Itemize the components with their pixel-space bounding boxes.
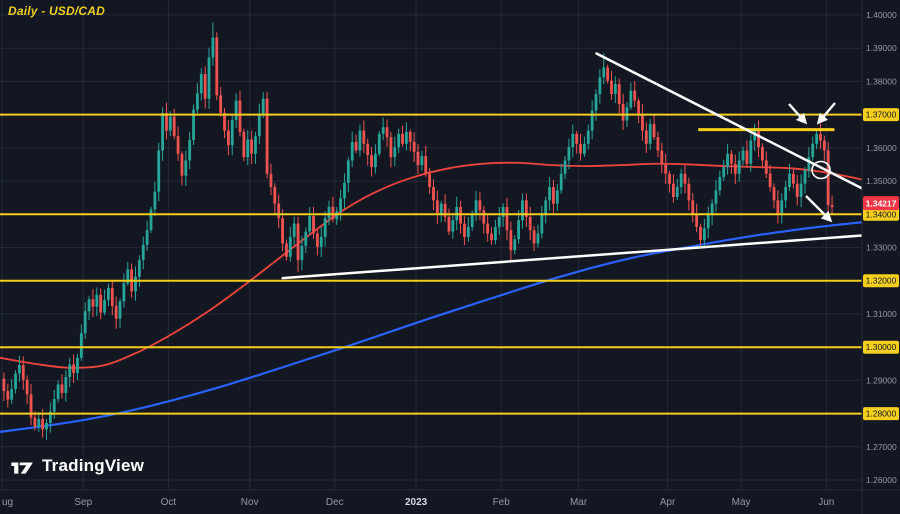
axis-price-label: 1.29000 bbox=[866, 375, 897, 385]
axis-price-label: 1.40000 bbox=[866, 10, 897, 20]
axis-price-label: 1.36000 bbox=[866, 143, 897, 153]
candles-layer bbox=[2, 22, 834, 440]
ascending-trendline[interactable] bbox=[281, 234, 864, 280]
level-price-badge bbox=[863, 274, 899, 288]
axis-price-label: 1.28000 bbox=[866, 409, 897, 419]
price-axis[interactable]: 1.40000 1.39000 1.38000 1.37000 1.36000 1.350… bbox=[863, 10, 899, 485]
breakout-circle-annotation[interactable] bbox=[811, 160, 831, 180]
axis-time-label: Nov bbox=[241, 497, 259, 508]
time-axis-bg bbox=[0, 490, 900, 514]
axis-time-label: Apr bbox=[660, 497, 676, 508]
axis-price-label: 1.38000 bbox=[866, 76, 897, 86]
level-price-badge bbox=[863, 407, 899, 421]
axis-price-label: 1.30000 bbox=[866, 342, 897, 352]
tradingview-logo-icon bbox=[11, 462, 33, 474]
axis-time-label: Sep bbox=[74, 497, 92, 508]
tradingview-brand-text: TradingView bbox=[42, 456, 145, 475]
level-price-badge bbox=[863, 340, 899, 354]
axis-price-label: 1.39000 bbox=[866, 43, 897, 53]
axis-price-label: 1.26000 bbox=[866, 475, 897, 485]
axis-time-label: May bbox=[732, 497, 751, 508]
chart-title-note: Daily - USD/CAD bbox=[8, 4, 106, 18]
axis-time-label: Feb bbox=[493, 497, 511, 508]
tradingview-watermark: TradingView bbox=[10, 456, 144, 476]
annotations-layer[interactable] bbox=[788, 102, 836, 223]
arrow-annotation[interactable] bbox=[816, 102, 836, 125]
ma-blue-line bbox=[0, 221, 864, 433]
axis-price-label: 1.34000 bbox=[866, 209, 897, 219]
axis-time-label: 2023 bbox=[405, 497, 428, 508]
descending-trendline[interactable] bbox=[595, 52, 864, 190]
current-price-badge bbox=[863, 196, 899, 211]
ma-red-line bbox=[0, 161, 863, 369]
axis-price-label: 1.37000 bbox=[866, 110, 897, 120]
time-axis[interactable]: ug Sep Oct Nov Dec 2023 Feb Mar Apr May Jun bbox=[2, 497, 834, 508]
axis-time-label: Oct bbox=[161, 497, 177, 508]
current-price-label: 1.34217 bbox=[866, 199, 897, 209]
axis-price-label: 1.27000 bbox=[866, 442, 897, 452]
axis-time-label: Jun bbox=[818, 497, 834, 508]
axis-time-label: Mar bbox=[570, 497, 588, 508]
axis-time-label: ug bbox=[2, 497, 13, 508]
level-price-badge bbox=[863, 207, 899, 221]
arrow-annotation[interactable] bbox=[788, 103, 808, 125]
axis-price-label: 1.35000 bbox=[866, 176, 897, 186]
price-axis-bg bbox=[862, 0, 900, 514]
axis-price-label: 1.33000 bbox=[866, 243, 897, 253]
axis-price-label: 1.31000 bbox=[866, 309, 897, 319]
level-price-badge bbox=[863, 108, 899, 122]
axis-time-label: Dec bbox=[326, 497, 344, 508]
arrow-annotation[interactable] bbox=[805, 195, 833, 223]
axis-price-label: 1.32000 bbox=[866, 276, 897, 286]
